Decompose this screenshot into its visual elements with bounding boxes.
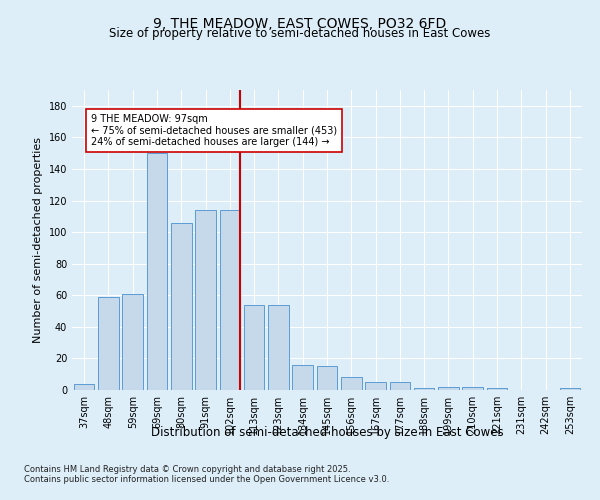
Text: Contains HM Land Registry data © Crown copyright and database right 2025.
Contai: Contains HM Land Registry data © Crown c… [24,465,389,484]
Bar [146,153,167,390]
Bar [122,294,143,390]
Text: Size of property relative to semi-detached houses in East Cowes: Size of property relative to semi-detach… [109,28,491,40]
Bar [463,387,483,390]
Bar [244,304,265,390]
Y-axis label: Number of semi-detached properties: Number of semi-detached properties [33,137,43,343]
Bar [487,388,508,390]
Bar [292,364,313,390]
Bar [365,382,386,390]
Bar [438,387,459,390]
Bar [317,366,337,390]
Bar [414,388,434,390]
Bar [268,304,289,390]
Bar [98,297,119,390]
Bar [171,222,191,390]
Text: 9, THE MEADOW, EAST COWES, PO32 6FD: 9, THE MEADOW, EAST COWES, PO32 6FD [154,18,446,32]
Bar [560,388,580,390]
Bar [341,378,362,390]
Bar [195,210,216,390]
Bar [74,384,94,390]
Bar [389,382,410,390]
Text: 9 THE MEADOW: 97sqm
← 75% of semi-detached houses are smaller (453)
24% of semi-: 9 THE MEADOW: 97sqm ← 75% of semi-detach… [91,114,337,147]
Text: Distribution of semi-detached houses by size in East Cowes: Distribution of semi-detached houses by … [151,426,503,439]
Bar [220,210,240,390]
